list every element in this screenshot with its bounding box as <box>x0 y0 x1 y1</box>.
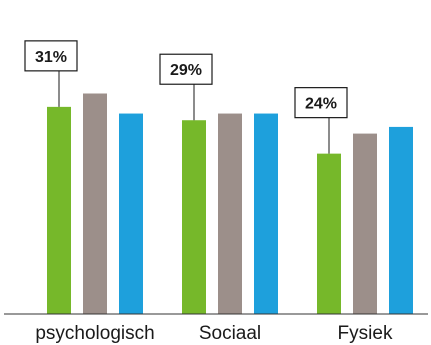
bar-fysiek-3 <box>389 126 413 314</box>
callout-value-psychologisch: 31% <box>35 49 67 66</box>
callout-value-sociaal: 29% <box>170 62 202 79</box>
bar-fysiek-2 <box>353 133 377 314</box>
bars-group <box>47 93 413 315</box>
callout-box-psychologisch <box>24 40 78 72</box>
callout-value-fysiek: 24% <box>305 96 337 113</box>
category-label-sociaal: Sociaal <box>199 323 261 344</box>
category-label-fysiek: Fysiek <box>338 323 393 344</box>
bar-psychologisch-2 <box>83 93 107 314</box>
bar-sociaal-2 <box>218 113 242 314</box>
bar-sociaal-1 <box>182 120 206 315</box>
category-labels-group: psychologisch Sociaal Fysiek <box>35 323 393 344</box>
category-label-psychologisch: psychologisch <box>35 323 154 344</box>
bar-psychologisch-3 <box>119 113 143 314</box>
callouts-group: 31% 29% 24% <box>24 40 348 154</box>
callout-box-fysiek <box>294 87 348 119</box>
bar-fysiek-1 <box>317 153 341 314</box>
bar-psychologisch-1 <box>47 106 71 314</box>
callout-box-sociaal <box>159 53 213 85</box>
bar-sociaal-3 <box>254 113 278 314</box>
